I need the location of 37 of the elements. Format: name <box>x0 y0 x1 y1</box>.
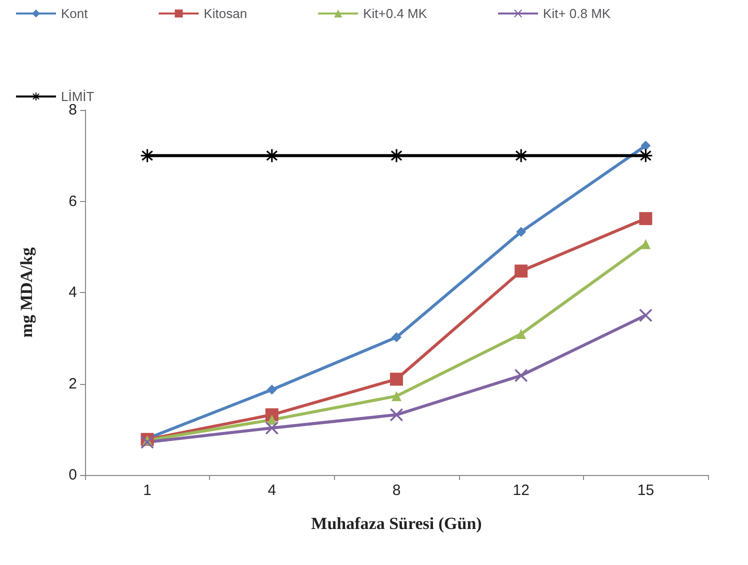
point <box>514 264 528 278</box>
point <box>392 332 402 342</box>
point <box>516 329 526 340</box>
x-tick-label: 4 <box>268 482 276 499</box>
point <box>390 408 403 422</box>
x-tick-label: 8 <box>392 482 401 499</box>
point <box>266 384 277 395</box>
point <box>639 212 652 226</box>
point <box>639 308 652 322</box>
legend-label: LİMİT <box>61 89 94 104</box>
point <box>140 436 154 449</box>
x-tick-label: 15 <box>637 482 654 499</box>
y-tick-label: 0 <box>68 466 77 484</box>
y-tick-label: 6 <box>68 192 77 210</box>
point <box>390 372 403 386</box>
point <box>514 149 528 162</box>
point <box>265 149 278 162</box>
point <box>639 149 652 162</box>
y-tick-label: 8 <box>68 102 77 118</box>
point <box>514 369 528 382</box>
legend-label: Kont <box>61 6 88 21</box>
point <box>392 391 402 402</box>
point <box>640 140 651 151</box>
y-axis-title: mg MDA/kg <box>17 246 36 338</box>
legend-label: Kitosan <box>204 6 248 21</box>
y-tick-label: 4 <box>68 284 77 301</box>
y-tick-label: 2 <box>68 375 77 392</box>
point <box>265 422 278 435</box>
x-tick-label: 1 <box>143 482 152 499</box>
point <box>140 149 154 162</box>
point <box>640 239 651 250</box>
point <box>390 149 403 162</box>
point <box>516 226 526 237</box>
x-tick-label: 12 <box>512 482 530 499</box>
legend-label: Kit+0.4 MK <box>363 6 428 21</box>
legend-label: Kit+ 0.8 MK <box>543 6 611 21</box>
x-axis-title: Muhafaza Süresi (Gün) <box>311 514 482 533</box>
